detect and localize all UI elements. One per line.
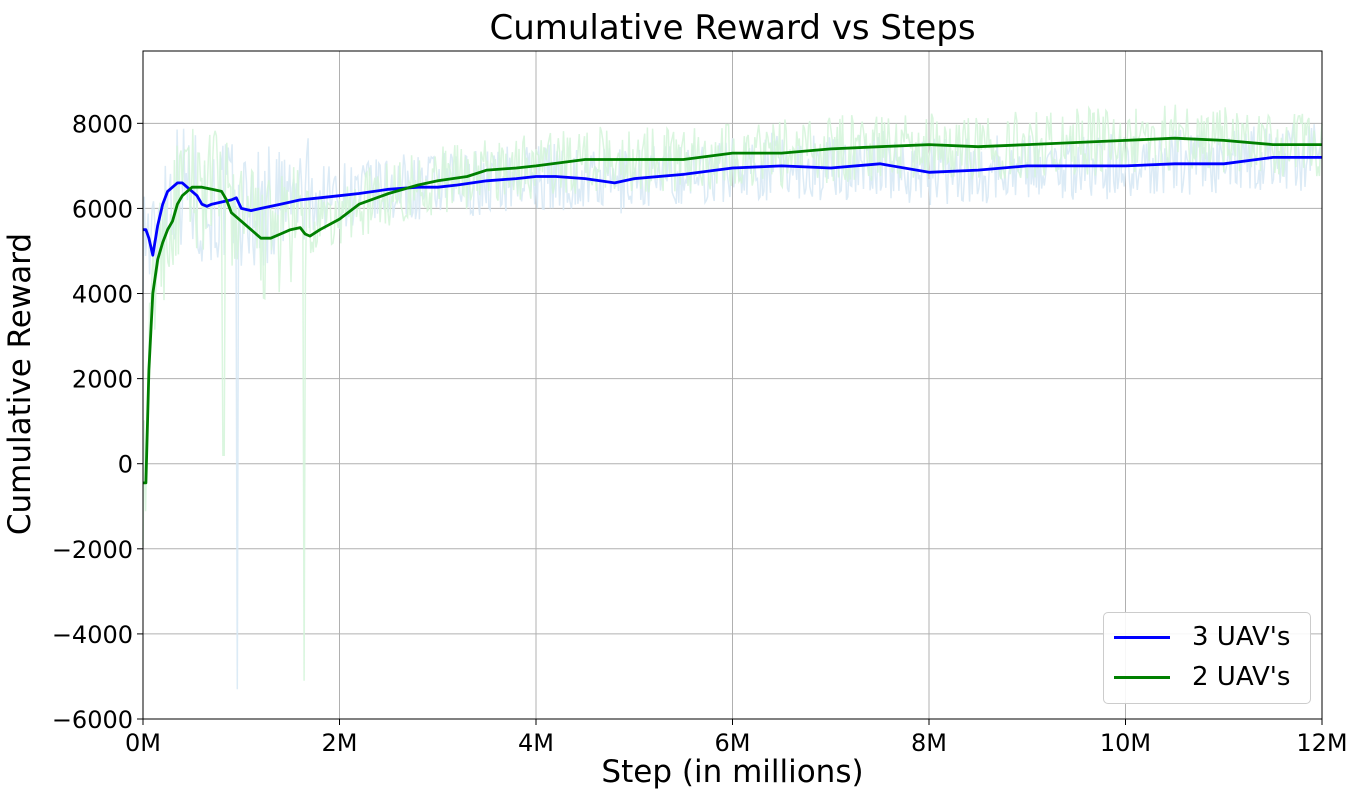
legend-label-2-uavs: 2 UAV's (1192, 662, 1291, 692)
raw-line-series-2 (142, 104, 1323, 681)
raw-line-series-1 (142, 124, 1323, 690)
x-axis-label: Step (in millions) (601, 754, 864, 790)
x-tick-label: 12M (1296, 729, 1347, 757)
x-tick-label: 6M (715, 729, 751, 757)
legend-label-3-uavs: 3 UAV's (1192, 622, 1291, 652)
y-tick-label: −6000 (52, 706, 133, 734)
raw-series-layer (142, 104, 1323, 690)
y-tick-label: 8000 (72, 110, 133, 138)
legend-item-3-uavs: 3 UAV's (1114, 619, 1290, 655)
legend-swatch-2-uavs (1114, 675, 1170, 679)
line-series-1 (143, 155, 1322, 257)
line-series-2 (143, 136, 1322, 485)
y-tick-label: 4000 (72, 281, 133, 309)
legend-item-2-uavs: 2 UAV's (1114, 659, 1290, 695)
y-tick-label: −2000 (52, 536, 133, 564)
x-tick-label: 10M (1100, 729, 1151, 757)
chart-title: Cumulative Reward vs Steps (489, 8, 976, 48)
y-axis-label: Cumulative Reward (2, 232, 38, 536)
x-tick-label: 2M (322, 729, 358, 757)
y-tick-label: −4000 (52, 621, 133, 649)
x-tick-label: 0M (125, 729, 161, 757)
y-tick-label: 6000 (72, 195, 133, 223)
y-tick-label: 2000 (72, 366, 133, 394)
y-tick-label: 0 (118, 451, 133, 479)
axis-ticks: 0M 2M 4M 6M 8M 10M 12M −6000 −4000 −2000 0 2000 4000… (52, 110, 1348, 757)
x-tick-label: 8M (911, 729, 947, 757)
legend: 3 UAV's 2 UAV's (1103, 612, 1311, 704)
legend-swatch-3-uavs (1114, 635, 1170, 639)
x-tick-label: 4M (518, 729, 554, 757)
smoothed-series-layer (143, 136, 1322, 485)
